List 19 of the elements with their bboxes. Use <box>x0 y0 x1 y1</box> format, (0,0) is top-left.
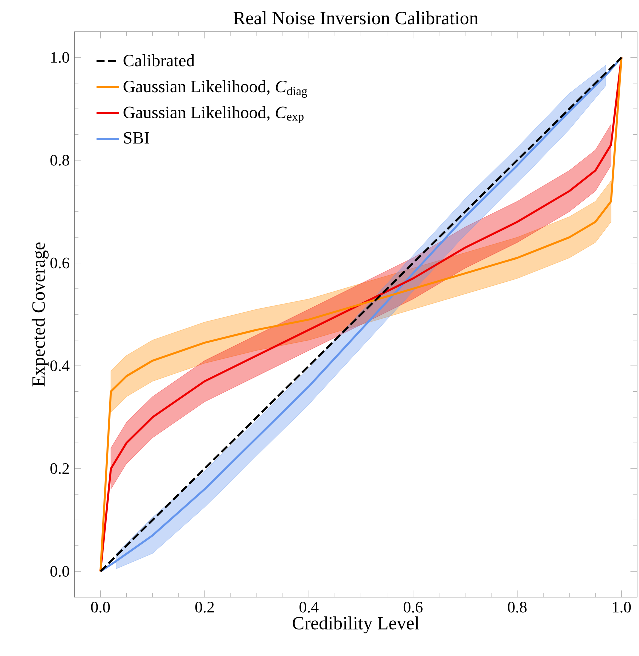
y-tick-label: 0.2 <box>50 463 70 474</box>
y-tick-label: 0.4 <box>50 360 70 372</box>
y-axis-title: Expected Coverage <box>32 242 49 387</box>
legend-label: Calibrated <box>124 54 195 67</box>
x-axis-title: Credibility Level <box>292 616 420 634</box>
x-tick-label: 1.0 <box>613 602 632 613</box>
x-tick-label: 0.6 <box>404 602 423 613</box>
chart-title: Real Noise Inversion Calibration <box>234 12 478 25</box>
legend-label: Gaussian Likelihood, C$_{exp}$ <box>124 106 304 124</box>
x-tick-label: 0.8 <box>508 602 527 613</box>
y-tick-label: 0.0 <box>50 566 70 578</box>
x-tick-label: 0.2 <box>196 602 214 613</box>
legend-label: SBI <box>124 132 150 144</box>
legend-label: Gaussian Likelihood, C$_{diag}$ <box>124 80 308 98</box>
y-tick-label: 0.6 <box>50 258 70 269</box>
y-tick-label: 0.8 <box>50 155 70 166</box>
x-tick-label: 0.0 <box>91 602 110 613</box>
y-tick-label: 1.0 <box>51 52 70 64</box>
x-tick-label: 0.4 <box>300 602 319 613</box>
